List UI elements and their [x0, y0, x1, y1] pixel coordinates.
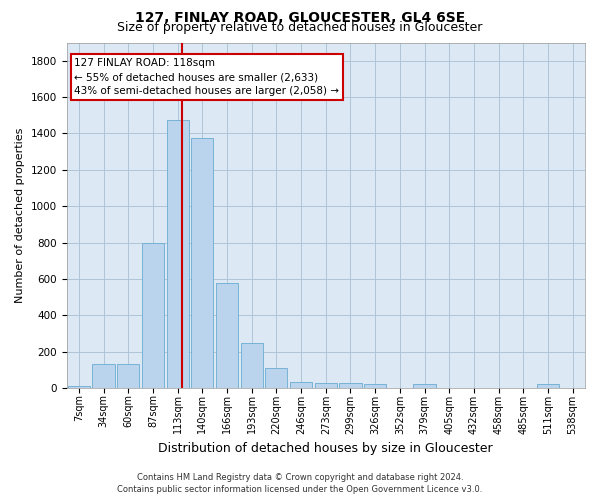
Text: Size of property relative to detached houses in Gloucester: Size of property relative to detached ho…	[118, 21, 482, 34]
Bar	[117, 364, 139, 388]
Text: 127, FINLAY ROAD, GLOUCESTER, GL4 6SE: 127, FINLAY ROAD, GLOUCESTER, GL4 6SE	[135, 11, 465, 25]
Y-axis label: Number of detached properties: Number of detached properties	[15, 128, 25, 303]
Bar	[290, 382, 312, 388]
Bar	[68, 386, 90, 388]
Bar	[537, 384, 559, 388]
Bar	[216, 284, 238, 388]
Bar	[167, 120, 189, 388]
Bar	[92, 364, 115, 388]
Bar	[314, 382, 337, 388]
Bar	[191, 138, 214, 388]
Bar	[364, 384, 386, 388]
X-axis label: Distribution of detached houses by size in Gloucester: Distribution of detached houses by size …	[158, 442, 493, 455]
Bar	[142, 244, 164, 388]
Bar	[265, 368, 287, 388]
Text: Contains HM Land Registry data © Crown copyright and database right 2024.
Contai: Contains HM Land Registry data © Crown c…	[118, 472, 482, 494]
Bar	[340, 382, 362, 388]
Text: 127 FINLAY ROAD: 118sqm
← 55% of detached houses are smaller (2,633)
43% of semi: 127 FINLAY ROAD: 118sqm ← 55% of detache…	[74, 58, 340, 96]
Bar	[241, 342, 263, 388]
Bar	[413, 384, 436, 388]
